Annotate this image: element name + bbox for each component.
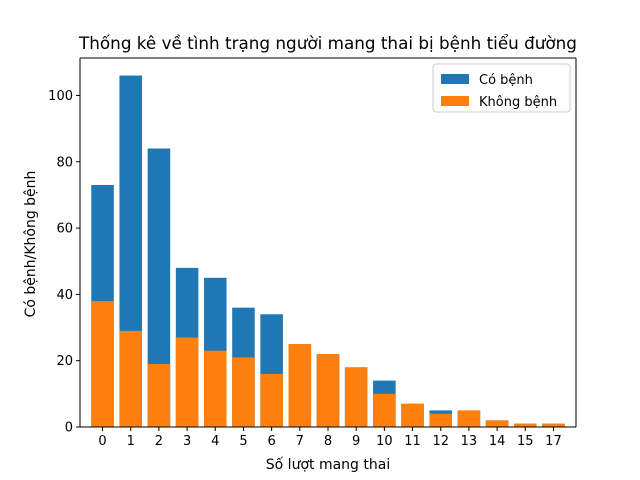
bar-series-1-14: [485, 420, 509, 427]
bars: [91, 75, 565, 428]
bar-series-1-5: [232, 357, 255, 427]
y-axis-ticks: 0 20 40 60 80 100: [48, 89, 80, 436]
bar-series-1-15: [514, 423, 537, 427]
bar-series-1-3: [175, 337, 199, 427]
x-tick-label-8: 8: [324, 434, 332, 449]
x-tick-label-0: 0: [98, 434, 106, 449]
y-tick-label-0: 0: [65, 421, 73, 436]
x-tick-label-11: 11: [404, 434, 421, 449]
x-tick-label-9: 9: [352, 434, 360, 449]
bar-series-1-6: [260, 373, 283, 427]
y-tick-label-100: 100: [48, 89, 73, 104]
bar-series-1-11: [401, 403, 424, 427]
bar-series-1-12: [429, 413, 452, 427]
x-tick-label-2: 2: [155, 434, 163, 449]
legend: Có bệnh Không bệnh: [432, 63, 571, 113]
bar-series-1-4: [204, 350, 227, 427]
x-tick-label-15: 15: [517, 434, 534, 449]
x-axis-label: Số lượt mang thai: [266, 456, 390, 473]
bar-series-1-7: [288, 344, 312, 427]
y-tick-label-80: 80: [56, 155, 73, 170]
y-axis-label: Có bệnh/Không bệnh: [23, 171, 39, 318]
y-tick-label-40: 40: [56, 288, 73, 303]
bar-series-1-2: [147, 364, 171, 427]
chart-title: Thống kê về tình trạng người mang thai b…: [78, 33, 577, 53]
x-tick-label-17: 17: [545, 434, 562, 449]
legend-swatch-1: [441, 96, 469, 106]
bar-series-1-8: [316, 354, 340, 427]
x-tick-label-3: 3: [183, 434, 191, 449]
x-tick-label-12: 12: [432, 434, 449, 449]
y-tick-label-60: 60: [56, 222, 73, 237]
bar-series-0-2: [147, 148, 171, 427]
legend-swatch-0: [441, 74, 469, 84]
bar-series-1-1: [119, 330, 142, 427]
x-tick-label-13: 13: [461, 434, 478, 449]
x-axis-ticks: 0 1 2 3 4 5 6 7 8 9 10 11 12 13 14 15 17: [98, 427, 562, 449]
x-tick-label-4: 4: [211, 434, 219, 449]
bar-series-1-10: [373, 393, 396, 427]
x-tick-label-1: 1: [127, 434, 135, 449]
y-tick-label-20: 20: [56, 354, 73, 369]
legend-label-0: Có bệnh: [479, 73, 533, 88]
x-tick-label-14: 14: [489, 434, 506, 449]
bar-series-1-9: [344, 367, 368, 427]
x-tick-label-6: 6: [267, 434, 275, 449]
legend-label-1: Không bệnh: [479, 95, 557, 110]
bar-series-1-17: [542, 423, 565, 427]
bar-series-1-13: [457, 410, 481, 427]
x-tick-label-10: 10: [376, 434, 393, 449]
x-tick-label-7: 7: [296, 434, 304, 449]
x-tick-label-5: 5: [239, 434, 247, 449]
bar-series-1-0: [91, 301, 114, 427]
